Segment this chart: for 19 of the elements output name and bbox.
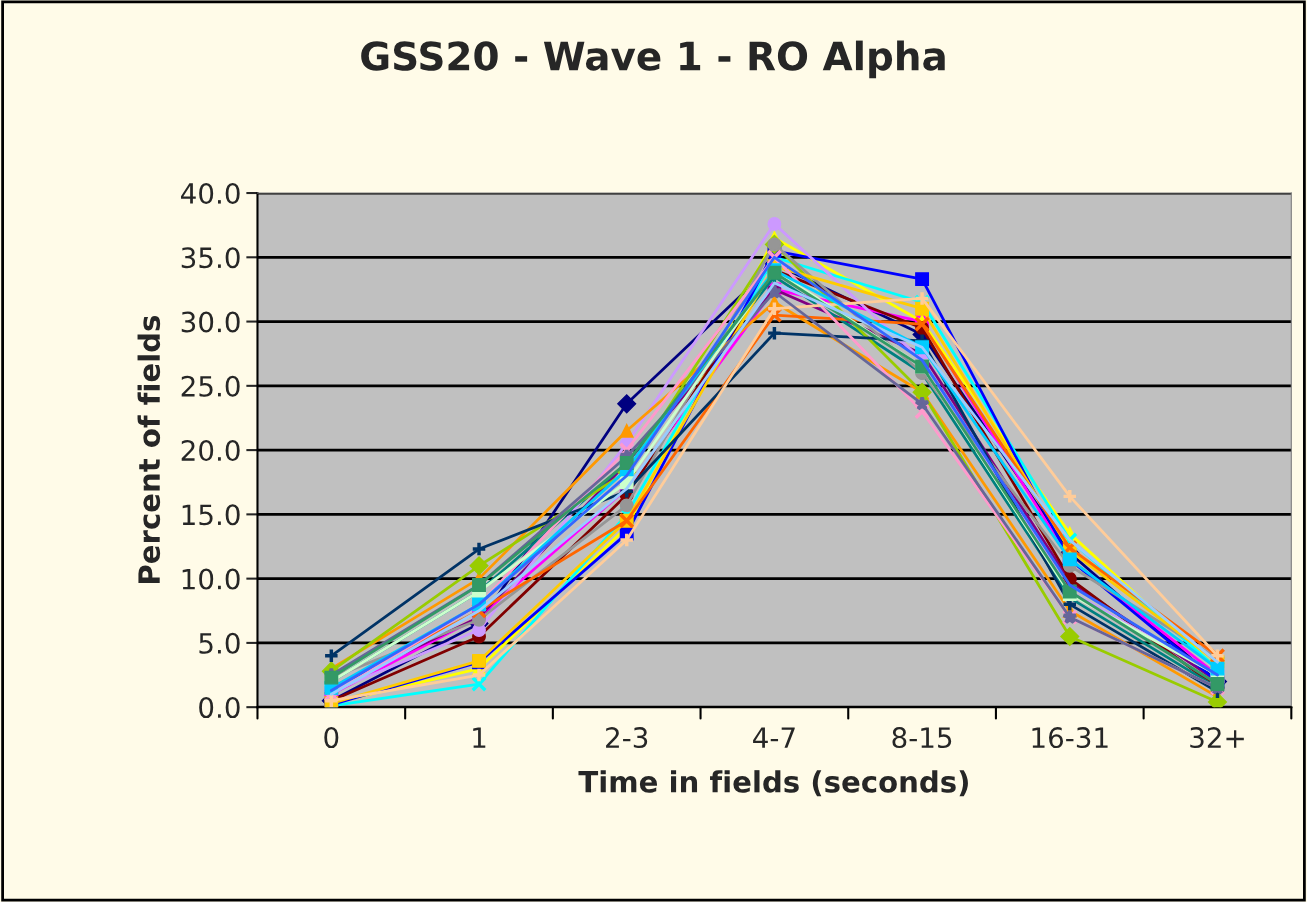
y-tick-label: 25.0 bbox=[181, 375, 240, 397]
x-tick-label: 8-15 bbox=[892, 727, 952, 749]
y-tick-label: 10.0 bbox=[182, 568, 240, 590]
x-tick-label: 2-3 bbox=[606, 727, 648, 749]
x-tick-label: 0 bbox=[324, 727, 339, 749]
y-tick-label: 30.0 bbox=[181, 311, 240, 333]
x-tick-label: 16-31 bbox=[1032, 727, 1108, 749]
y-tick-label: 0.0 bbox=[199, 697, 240, 719]
y-tick-label: 15.0 bbox=[182, 504, 240, 526]
y-tick-label: 40.0 bbox=[181, 182, 240, 204]
y-tick-label: 5.0 bbox=[199, 632, 240, 654]
x-tick-label: 32+ bbox=[1190, 727, 1244, 749]
x-tick-label: 4-7 bbox=[753, 727, 795, 748]
chart-title: GSS20 - Wave 1 - RO Alpha bbox=[361, 40, 945, 79]
y-axis-title: Percent of fields bbox=[137, 315, 161, 583]
x-axis-title: Time in fields (seconds) bbox=[578, 770, 968, 797]
y-tick-label: 35.0 bbox=[181, 247, 240, 269]
y-tick-label: 20.0 bbox=[181, 440, 240, 462]
x-tick-label: 1 bbox=[473, 727, 486, 748]
